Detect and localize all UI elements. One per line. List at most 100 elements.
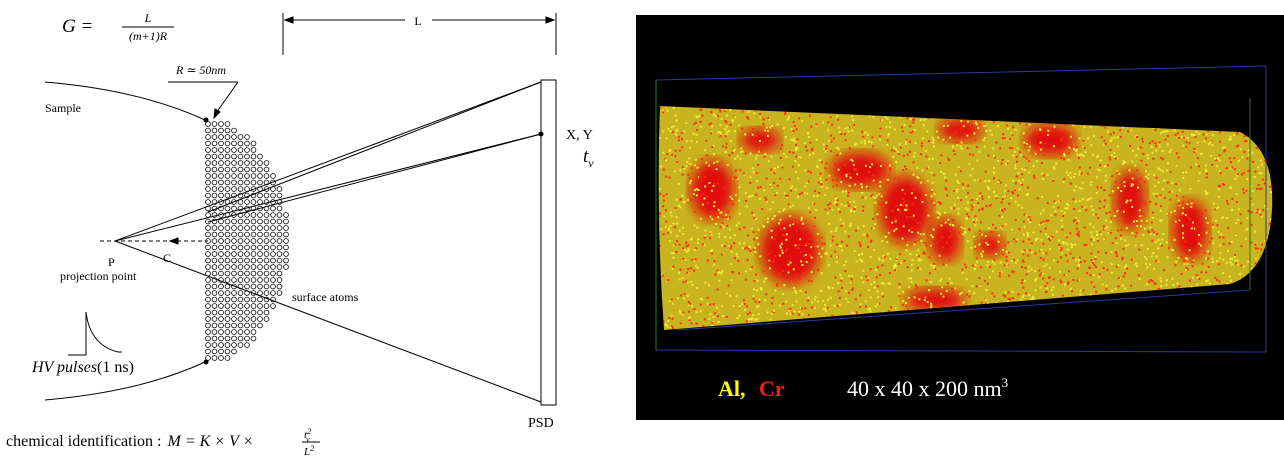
atom — [245, 336, 250, 341]
atom-dot — [940, 202, 942, 204]
atom-dot — [1210, 141, 1212, 143]
atom-dot — [969, 153, 971, 155]
atom-dot — [839, 131, 841, 133]
atom-dot — [755, 158, 757, 160]
atom-dot — [1106, 212, 1108, 214]
atom-dot — [958, 166, 960, 168]
atom-dot — [1192, 222, 1194, 224]
atom-dot — [881, 195, 883, 197]
atom — [238, 232, 243, 237]
atom-dot — [1186, 263, 1188, 265]
atom — [238, 278, 243, 283]
atom-dot — [1061, 210, 1063, 212]
atom-dot — [922, 195, 924, 197]
atom-dot — [1028, 294, 1030, 296]
atom-dot — [859, 259, 861, 261]
atom — [264, 284, 269, 289]
atom-dot — [1066, 171, 1068, 173]
atom-dot — [945, 222, 947, 224]
atom-dot — [748, 196, 750, 198]
atom-dot — [1046, 264, 1048, 266]
atom-dot — [1116, 172, 1118, 174]
atom-dot — [1211, 237, 1213, 239]
atom-dot — [932, 142, 934, 144]
atom — [225, 336, 230, 341]
atom — [258, 304, 263, 309]
atom-dot — [694, 211, 696, 213]
atom-dot — [949, 259, 951, 261]
atom-dot — [768, 230, 770, 232]
atom-dot — [855, 230, 857, 232]
atom-dot — [949, 252, 951, 254]
atom-dot — [663, 216, 665, 218]
atom — [264, 258, 269, 263]
atom-dot — [1028, 160, 1030, 162]
atom-dot — [670, 231, 672, 233]
atom-dot — [963, 125, 965, 127]
atom-dot — [696, 134, 698, 136]
atom-dot — [841, 241, 843, 243]
atom-dot — [1242, 156, 1244, 158]
atom-dot — [1057, 261, 1059, 263]
atom-dot — [1124, 185, 1126, 187]
atom-dot — [832, 209, 834, 211]
atom — [251, 239, 256, 244]
atom — [258, 297, 263, 302]
atom-dot — [1120, 136, 1122, 138]
atom-dot — [911, 192, 913, 194]
atom-dot — [958, 182, 960, 184]
atom-dot — [735, 177, 737, 179]
num-sub: v — [306, 435, 310, 444]
atom-dot — [1055, 163, 1057, 165]
atom-dot — [884, 256, 886, 258]
atom-dot — [899, 286, 901, 288]
atom-dot — [837, 282, 839, 284]
atom-dot — [1166, 284, 1168, 286]
atom-dot — [993, 171, 995, 173]
atom-dot — [965, 196, 967, 198]
atom-dot — [737, 256, 739, 258]
atom-dot — [694, 249, 696, 251]
atom-dot — [839, 167, 841, 169]
atom-dot — [678, 136, 680, 138]
atom-dot — [717, 115, 719, 117]
atom-dot — [1090, 206, 1092, 208]
figure: G = L (m+1)R L R ≃ 50nm Sample X, Y tv P… — [0, 0, 1284, 458]
atom — [245, 284, 250, 289]
atom — [232, 336, 237, 341]
atom-dot — [1040, 239, 1042, 241]
atom-dot — [663, 169, 665, 171]
atom-dot — [1155, 203, 1157, 205]
atom-dot — [978, 209, 980, 211]
atom-dot — [1011, 270, 1013, 272]
atom-dot — [908, 229, 910, 231]
atom-dot — [773, 172, 775, 174]
atom-dot — [844, 205, 846, 207]
atom-dot — [845, 298, 847, 300]
atom — [271, 284, 276, 289]
atom — [238, 245, 243, 250]
atom-dot — [786, 233, 788, 235]
atom-dot — [862, 281, 864, 283]
atom — [232, 297, 237, 302]
detector-coords: X, Y — [566, 128, 593, 143]
atom-dot — [885, 216, 887, 218]
atom-dot — [835, 230, 837, 232]
atom-dot — [1027, 255, 1029, 257]
atom-dot — [1237, 145, 1239, 147]
atom — [225, 356, 230, 361]
atom-dot — [1002, 137, 1004, 139]
atom-dot — [768, 160, 770, 162]
atom-dot — [722, 222, 724, 224]
atom-dot — [1133, 221, 1135, 223]
atom-dot — [934, 265, 936, 267]
atom-dot — [1216, 260, 1218, 262]
atom — [258, 258, 263, 263]
atom-dot — [1099, 207, 1101, 209]
atom-dot — [1189, 218, 1191, 220]
atom — [219, 154, 224, 159]
atom-dot — [765, 293, 767, 295]
atom-dot — [716, 212, 718, 214]
atom-dot — [1060, 150, 1062, 152]
atom-dot — [878, 193, 880, 195]
